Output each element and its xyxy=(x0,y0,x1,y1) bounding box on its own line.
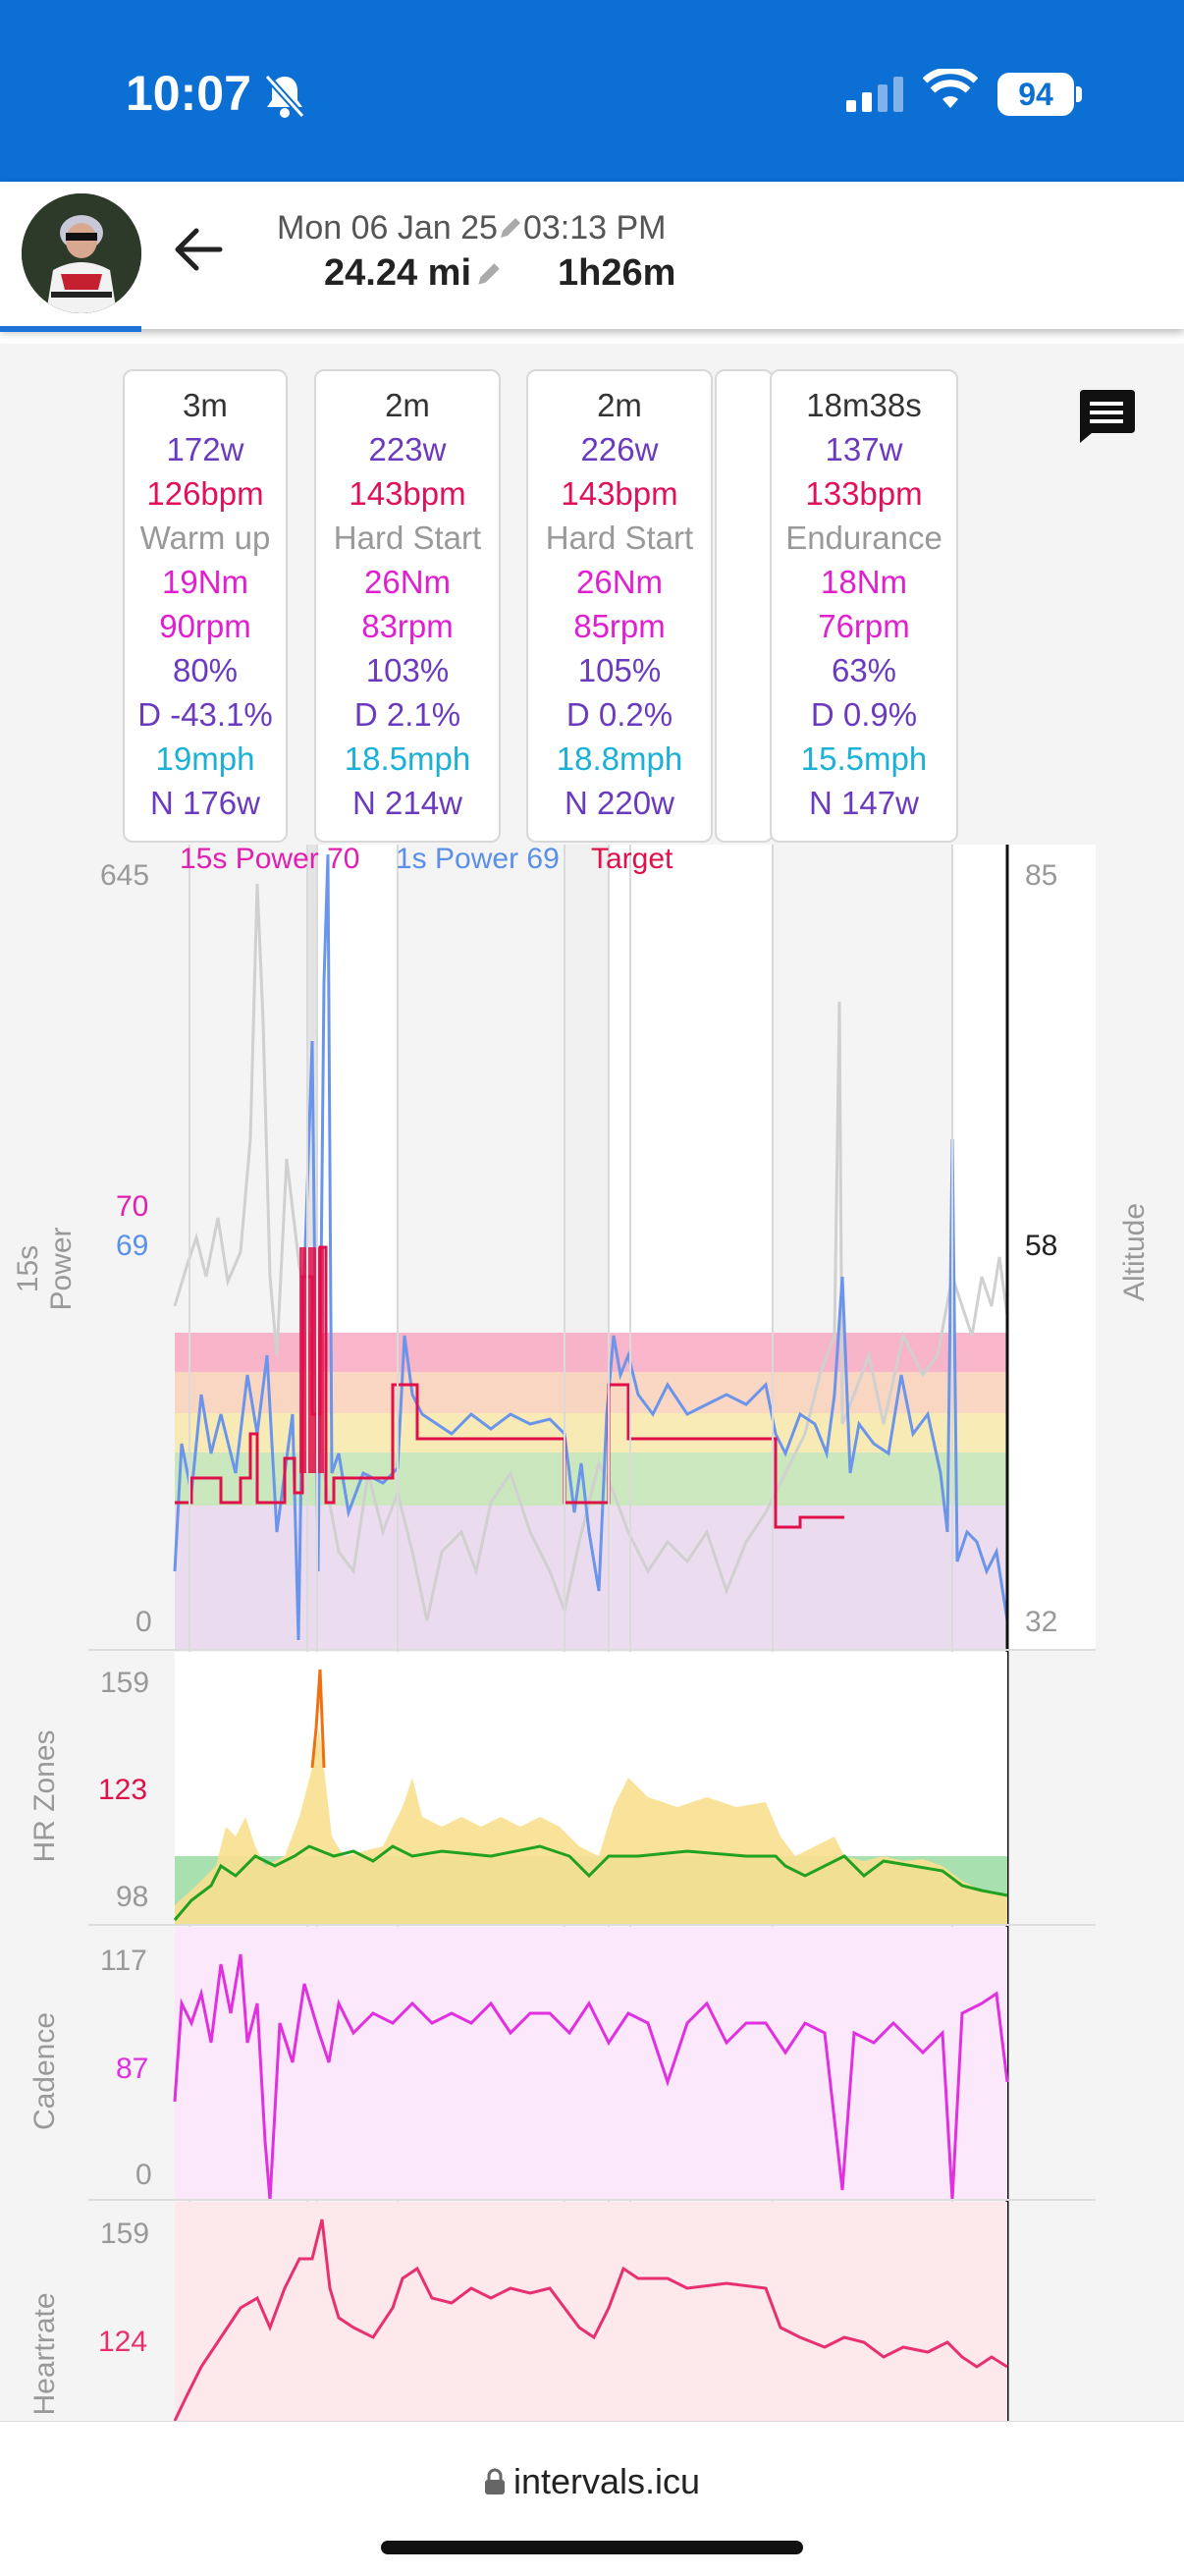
hrzones-axis-title: HR Zones xyxy=(28,1729,61,1863)
interval-duration: 2m xyxy=(385,387,430,423)
cadence-ymin: 0 xyxy=(135,2159,152,2191)
status-time: 10:07 xyxy=(126,66,251,121)
power-ymin: 0 xyxy=(135,1606,152,1638)
cadence-line xyxy=(173,1953,1009,2201)
interval-hr: 133bpm xyxy=(805,475,923,512)
battery-tip xyxy=(1076,86,1082,102)
cellular-signal-icon xyxy=(846,77,903,112)
interval-percent: 80% xyxy=(172,652,239,688)
interval-cadence: 85rpm xyxy=(573,608,666,644)
url-text: intervals.icu xyxy=(512,2461,701,2501)
url-bar[interactable]: intervals.icu xyxy=(0,2461,1184,2502)
interval-duration: 3m xyxy=(183,387,228,423)
legend-1s-power[interactable]: 1s Power 69 xyxy=(396,843,560,875)
browser-footer: intervals.icu xyxy=(0,2421,1184,2576)
interval-hr: 143bpm xyxy=(349,475,466,512)
heartrate-current: 124 xyxy=(98,2326,148,2358)
interval-label: Hard Start xyxy=(333,520,482,556)
interval-percent: 105% xyxy=(577,652,662,688)
hr-line xyxy=(173,1844,1008,1921)
interval-watts: 226w xyxy=(580,431,659,467)
interval-duration: 18m38s xyxy=(806,387,922,423)
interval-card-spacer xyxy=(715,369,774,843)
edit-date-pencil-icon[interactable] xyxy=(498,215,523,241)
power-15s-current: 70 xyxy=(116,1190,149,1223)
back-arrow-icon[interactable] xyxy=(173,227,224,272)
interval-label: Hard Start xyxy=(545,520,694,556)
interval-speed: 15.5mph xyxy=(800,740,928,777)
interval-decoupling: D 0.2% xyxy=(565,696,673,733)
legend-target[interactable]: Target xyxy=(591,843,673,875)
heartrate-axis-title: Heartrate xyxy=(28,2292,61,2416)
interval-torque: 19Nm xyxy=(161,564,249,600)
activity-distance: 24.24 mi xyxy=(324,252,503,295)
interval-percent: 103% xyxy=(365,652,450,688)
interval-speed: 18.5mph xyxy=(344,740,471,777)
activity-duration: 1h26m xyxy=(558,252,676,294)
interval-card[interactable]: 18m38s 137w 133bpm Endurance 18Nm 76rpm … xyxy=(770,369,958,843)
hrzones-current: 123 xyxy=(98,1774,148,1806)
power-ymax: 645 xyxy=(100,859,150,892)
interval-decoupling: D 0.9% xyxy=(810,696,918,733)
power-1s-current: 69 xyxy=(116,1230,149,1262)
interval-torque: 18Nm xyxy=(820,564,908,600)
bell-muted-icon xyxy=(264,74,305,119)
interval-np: N 220w xyxy=(565,785,674,821)
interval-cadence: 83rpm xyxy=(361,608,454,644)
activity-charts[interactable] xyxy=(0,842,1184,2421)
legend-15s-power[interactable]: 15s Power 70 xyxy=(180,843,360,875)
interval-cadence: 90rpm xyxy=(159,608,251,644)
interval-hr: 126bpm xyxy=(146,475,264,512)
lock-icon xyxy=(484,2468,505,2494)
interval-card[interactable]: 2m 223w 143bpm Hard Start 26Nm 83rpm 103… xyxy=(314,369,501,843)
cadence-ymax: 117 xyxy=(100,1945,147,1977)
time-text: 03:13 PM xyxy=(522,209,667,247)
interval-percent: 63% xyxy=(831,652,897,688)
interval-duration: 2m xyxy=(597,387,642,423)
avatar[interactable] xyxy=(22,193,141,313)
battery-icon: 94 xyxy=(997,73,1074,116)
interval-np: N 147w xyxy=(809,785,919,821)
interval-watts: 223w xyxy=(368,431,447,467)
cadence-current: 87 xyxy=(116,2053,149,2085)
power-axis-title: 15s Power xyxy=(12,1227,78,1311)
active-tab-indicator xyxy=(0,326,141,332)
interval-card[interactable]: 3m 172w 126bpm Warm up 19Nm 90rpm 80% D … xyxy=(123,369,288,843)
altitude-axis-title: Altitude xyxy=(1118,1202,1151,1302)
heartrate-ymax: 159 xyxy=(100,2218,150,2250)
hrzones-ymin: 98 xyxy=(116,1881,149,1913)
interval-np: N 214w xyxy=(352,785,462,821)
cadence-axis-title: Cadence xyxy=(28,2011,61,2131)
home-indicator[interactable] xyxy=(381,2541,803,2554)
interval-watts: 172w xyxy=(166,431,244,467)
interval-cadence: 76rpm xyxy=(818,608,910,644)
heartrate-line xyxy=(173,2219,1008,2421)
interval-np: N 176w xyxy=(150,785,260,821)
date-text: Mon 06 Jan 25 xyxy=(277,209,498,247)
interval-decoupling: D 2.1% xyxy=(353,696,461,733)
interval-watts: 137w xyxy=(825,431,903,467)
hr-orange-peak xyxy=(310,1669,326,1769)
interval-card[interactable]: 2m 226w 143bpm Hard Start 26Nm 85rpm 105… xyxy=(526,369,713,843)
interval-torque: 26Nm xyxy=(575,564,664,600)
interval-torque: 26Nm xyxy=(363,564,452,600)
activity-date: Mon 06 Jan 25 03:13 PM xyxy=(277,209,666,247)
interval-hr: 143bpm xyxy=(561,475,678,512)
interval-label: Endurance xyxy=(785,520,942,556)
interval-speed: 19mph xyxy=(155,740,255,777)
interval-decoupling: D -43.1% xyxy=(137,696,273,733)
edit-distance-pencil-icon[interactable] xyxy=(475,260,503,288)
hr-zones-area xyxy=(175,1728,1007,1925)
altitude-min: 32 xyxy=(1025,1606,1058,1638)
wifi-icon xyxy=(923,69,978,108)
distance-text: 24.24 mi xyxy=(324,252,471,294)
status-bar: 10:07 94 xyxy=(0,0,1184,182)
comment-icon[interactable] xyxy=(1076,386,1137,447)
activity-header: Mon 06 Jan 25 03:13 PM 24.24 mi 1h26m xyxy=(0,182,1184,332)
hrzones-ymax: 159 xyxy=(100,1667,150,1699)
altitude-current: 58 xyxy=(1025,1230,1058,1262)
interval-label: Warm up xyxy=(139,520,271,556)
altitude-max: 85 xyxy=(1025,859,1058,892)
interval-speed: 18.8mph xyxy=(556,740,683,777)
